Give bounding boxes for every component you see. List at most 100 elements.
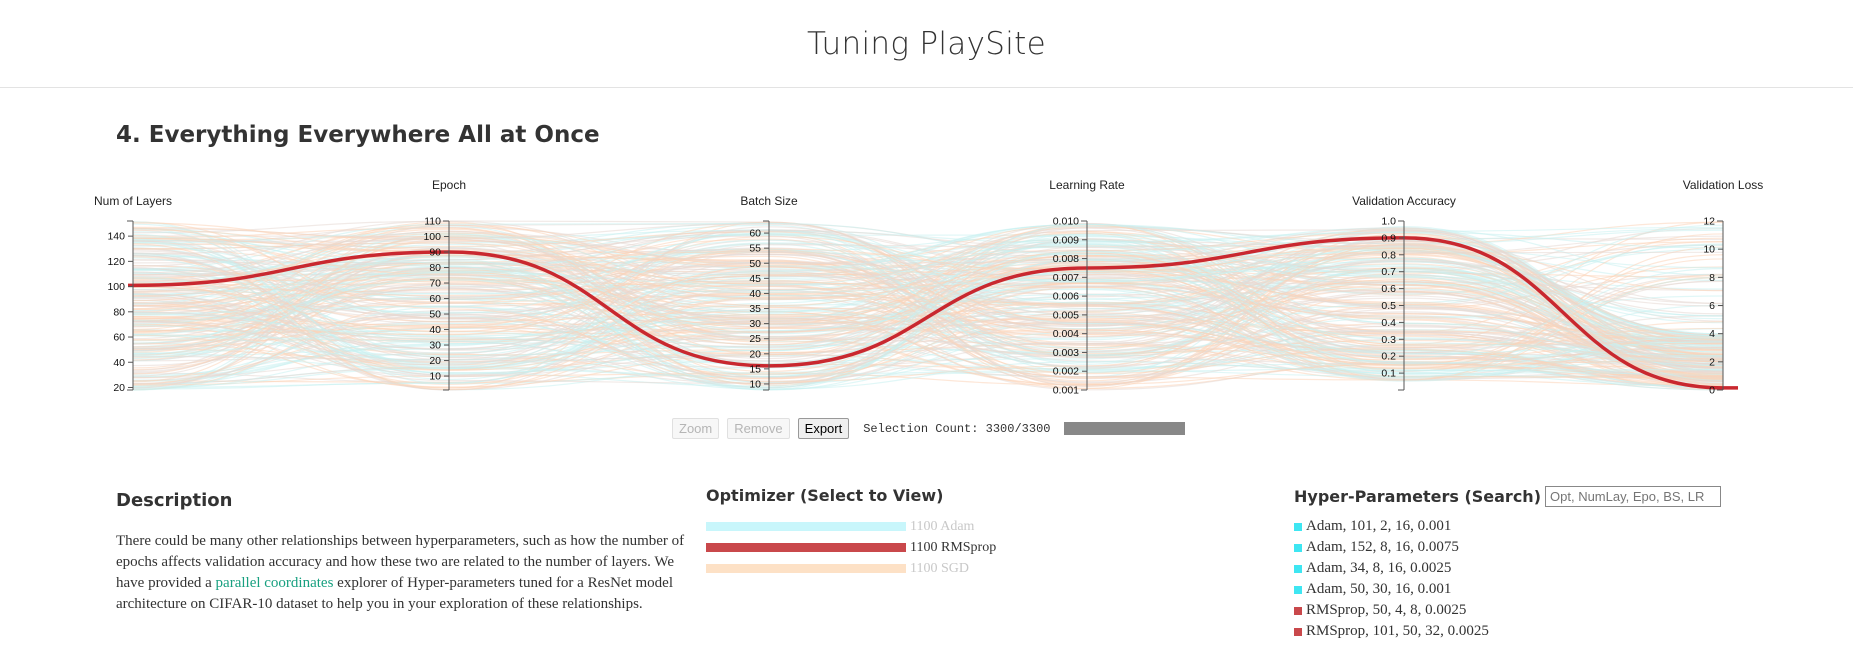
- tick-label: 70: [429, 278, 441, 290]
- tick-label: 12: [1703, 216, 1715, 228]
- hyperparam-text: RMSprop, 50, 4, 8, 0.0025: [1306, 602, 1467, 618]
- parallel-coordinates-chart[interactable]: Num of Layers20406080100120140Epoch10203…: [0, 170, 1853, 400]
- chart-axes: Num of Layers20406080100120140Epoch10203…: [94, 178, 1763, 397]
- tick-label: 80: [429, 262, 441, 274]
- tick-label: 90: [429, 247, 441, 259]
- tick-label: 10: [429, 371, 441, 383]
- hyperparam-item[interactable]: Adam, 101, 2, 16, 0.001: [1294, 516, 1814, 537]
- background-lines: [132, 220, 1724, 391]
- background-data-line: [132, 260, 1724, 367]
- hyperparam-item[interactable]: Adam, 50, 30, 16, 0.001: [1294, 579, 1814, 600]
- hyperparams-title: Hyper-Parameters (Search): [1294, 487, 1542, 506]
- chart-controls: Zoom Remove Export Selection Count: 3300…: [672, 418, 1186, 439]
- color-swatch: [1294, 522, 1302, 531]
- axis-label: Batch Size: [740, 194, 798, 208]
- background-data-line: [132, 238, 1724, 338]
- background-data-line: [132, 244, 1724, 389]
- tick-label: 50: [429, 309, 441, 321]
- highlight-line: [128, 236, 1738, 390]
- hyperparam-text: Adam, 101, 2, 16, 0.001: [1306, 518, 1452, 534]
- tick-label: 30: [429, 340, 441, 352]
- background-data-line: [132, 230, 1724, 366]
- axis-3: Learning Rate 0.001 0.002 0.003 0.004 0.005 0.…: [1049, 178, 1125, 397]
- axis-label: Validation Loss: [1683, 178, 1764, 192]
- tick-label: 40: [113, 357, 125, 369]
- tick-label: 0.005: [1053, 309, 1079, 321]
- color-swatch: [1294, 585, 1302, 594]
- background-data-line: [132, 227, 1724, 385]
- tick-label: 0.008: [1053, 253, 1079, 265]
- tick-label: 15: [749, 363, 761, 375]
- optimizer-label: 1100 RMSprop: [910, 539, 997, 555]
- tick-label: 55: [749, 243, 761, 255]
- tick-label: 120: [107, 256, 125, 268]
- optimizer-item[interactable]: 1100 Adam: [706, 516, 996, 537]
- color-swatch: [1294, 606, 1302, 615]
- tick-label: 60: [113, 332, 125, 344]
- site-header: Tuning PlaySite: [0, 0, 1853, 88]
- background-data-line: [132, 231, 1724, 349]
- background-data-line: [132, 247, 1724, 377]
- tick-label: 50: [749, 258, 761, 270]
- hyperparams-search-input[interactable]: [1545, 486, 1722, 507]
- color-swatch: [1294, 564, 1302, 573]
- tick-label: 40: [429, 324, 441, 336]
- tick-label: 1.0: [1381, 216, 1396, 228]
- hyperparam-text: Adam, 34, 8, 16, 0.0025: [1306, 560, 1452, 576]
- axis-label: Validation Accuracy: [1352, 194, 1456, 208]
- background-data-line: [132, 222, 1724, 365]
- background-data-line: [132, 229, 1724, 355]
- parallel-coordinates-link[interactable]: parallel coordinates: [215, 575, 334, 591]
- tick-label: 0.004: [1053, 328, 1079, 340]
- optimizer-item[interactable]: 1100 RMSprop: [706, 537, 996, 558]
- background-data-line: [132, 258, 1724, 390]
- highlighted-data-line: [128, 236, 1738, 390]
- axis-label: Learning Rate: [1049, 178, 1125, 192]
- hyperparams-list: Adam, 101, 2, 16, 0.001 Adam, 152, 8, 16,…: [1294, 516, 1814, 642]
- description-title: Description: [116, 490, 233, 511]
- tick-label: 0.4: [1381, 317, 1396, 329]
- background-data-line: [132, 245, 1724, 359]
- tick-label: 0.001: [1053, 385, 1079, 397]
- background-data-line: [132, 250, 1724, 367]
- axis-label: Epoch: [432, 178, 466, 192]
- axis-2: Batch Size 10 15 20 25 30 35 40 45 50 55 60: [740, 194, 798, 391]
- optimizer-label: 1100 Adam: [910, 518, 975, 534]
- hyperparam-item[interactable]: Adam, 152, 8, 16, 0.0075: [1294, 537, 1814, 558]
- tick-label: 6: [1709, 300, 1715, 312]
- tick-label: 100: [423, 231, 441, 243]
- hyperparam-text: Adam, 50, 30, 16, 0.001: [1306, 581, 1452, 597]
- hyperparam-text: Adam, 152, 8, 16, 0.0075: [1306, 539, 1459, 555]
- selection-count-bar: [1064, 422, 1186, 435]
- axis-0: Num of Layers 20 40 60 80 100 120 140: [94, 194, 172, 394]
- optimizer-label: 1100 SGD: [910, 560, 969, 576]
- tick-label: 20: [749, 348, 761, 360]
- tick-label: 0.003: [1053, 347, 1079, 359]
- tick-label: 8: [1709, 272, 1715, 284]
- background-data-line: [132, 289, 1724, 384]
- description-text: There could be many other relationships …: [116, 531, 706, 615]
- tick-label: 0.009: [1053, 234, 1079, 246]
- background-data-line: [132, 291, 1724, 386]
- optimizer-bar: [706, 543, 906, 552]
- selection-count: Selection Count: 3300/3300: [863, 421, 1051, 436]
- tick-label: 2: [1709, 356, 1715, 368]
- tick-label: 60: [749, 228, 761, 240]
- background-data-line: [132, 238, 1724, 329]
- background-data-line: [132, 230, 1724, 372]
- zoom-button[interactable]: Zoom: [672, 418, 720, 439]
- export-button[interactable]: Export: [797, 418, 850, 439]
- tick-label: 40: [749, 288, 761, 300]
- background-data-line: [132, 240, 1724, 369]
- optimizer-item[interactable]: 1100 SGD: [706, 558, 996, 579]
- tick-label: 20: [113, 382, 125, 394]
- hyperparam-item[interactable]: RMSprop, 101, 50, 32, 0.0025: [1294, 621, 1814, 642]
- hyperparam-text: RMSprop, 101, 50, 32, 0.0025: [1306, 623, 1489, 639]
- description-text-end: explorer of Hyper-parameters tuned for a…: [116, 575, 673, 612]
- hyperparam-item[interactable]: RMSprop, 50, 4, 8, 0.0025: [1294, 600, 1814, 621]
- remove-button[interactable]: Remove: [727, 418, 790, 439]
- background-data-line: [132, 236, 1724, 361]
- tick-label: 0.9: [1381, 232, 1396, 244]
- hyperparam-item[interactable]: Adam, 34, 8, 16, 0.0025: [1294, 558, 1814, 579]
- tick-label: 25: [749, 333, 761, 345]
